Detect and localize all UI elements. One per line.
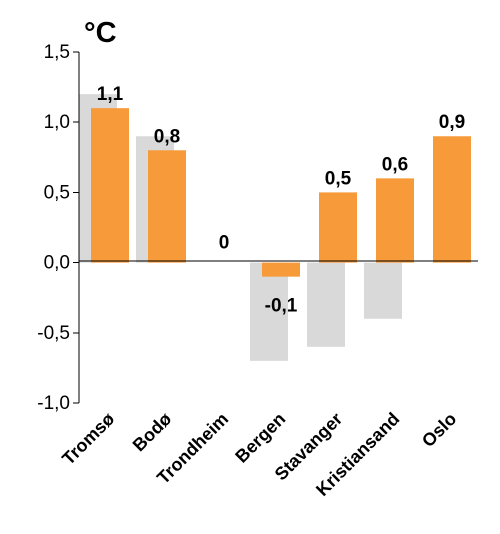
x-category-label: Bergen — [231, 409, 289, 467]
bar-series-2 — [262, 262, 300, 277]
bar-series-2 — [376, 178, 414, 263]
data-label: 1,1 — [97, 84, 124, 105]
bar-series-1 — [364, 262, 402, 319]
y-tick-label: 1,5 — [44, 42, 70, 63]
y-tick-label: 1,0 — [44, 112, 70, 133]
data-label: 0,6 — [382, 154, 408, 175]
y-tick-label: -1,0 — [37, 393, 70, 414]
data-label: 0,8 — [154, 126, 180, 147]
data-label: 0 — [219, 233, 230, 254]
bars-layer — [79, 94, 471, 361]
y-tick-label: 0,5 — [44, 182, 70, 203]
bar-series-2 — [91, 108, 129, 263]
x-category-label: Oslo — [418, 409, 460, 451]
y-tick-label: -0,5 — [37, 323, 70, 344]
bar-series-1 — [250, 262, 288, 361]
bar-series-2 — [319, 192, 357, 263]
x-category-label: Tromsø — [58, 409, 118, 469]
x-category-label: Bodø — [129, 409, 176, 456]
data-label: 0,5 — [325, 168, 352, 189]
bar-series-2 — [148, 150, 186, 263]
y-axis-unit-label: °C — [84, 17, 117, 49]
data-labels-layer: 1,1 0,8 0 -0,1 0,5 0,6 0,9 — [97, 84, 465, 316]
data-label: -0,1 — [265, 296, 298, 317]
bar-series-1 — [307, 262, 345, 347]
bar-series-2 — [433, 136, 471, 263]
y-tick-label: 0,0 — [44, 253, 70, 274]
data-label: 0,9 — [439, 112, 465, 133]
axes-layer — [78, 52, 478, 403]
y-ticks-layer: -1,0 -0,5 0,0 0,5 1,0 1,5 — [37, 42, 79, 414]
